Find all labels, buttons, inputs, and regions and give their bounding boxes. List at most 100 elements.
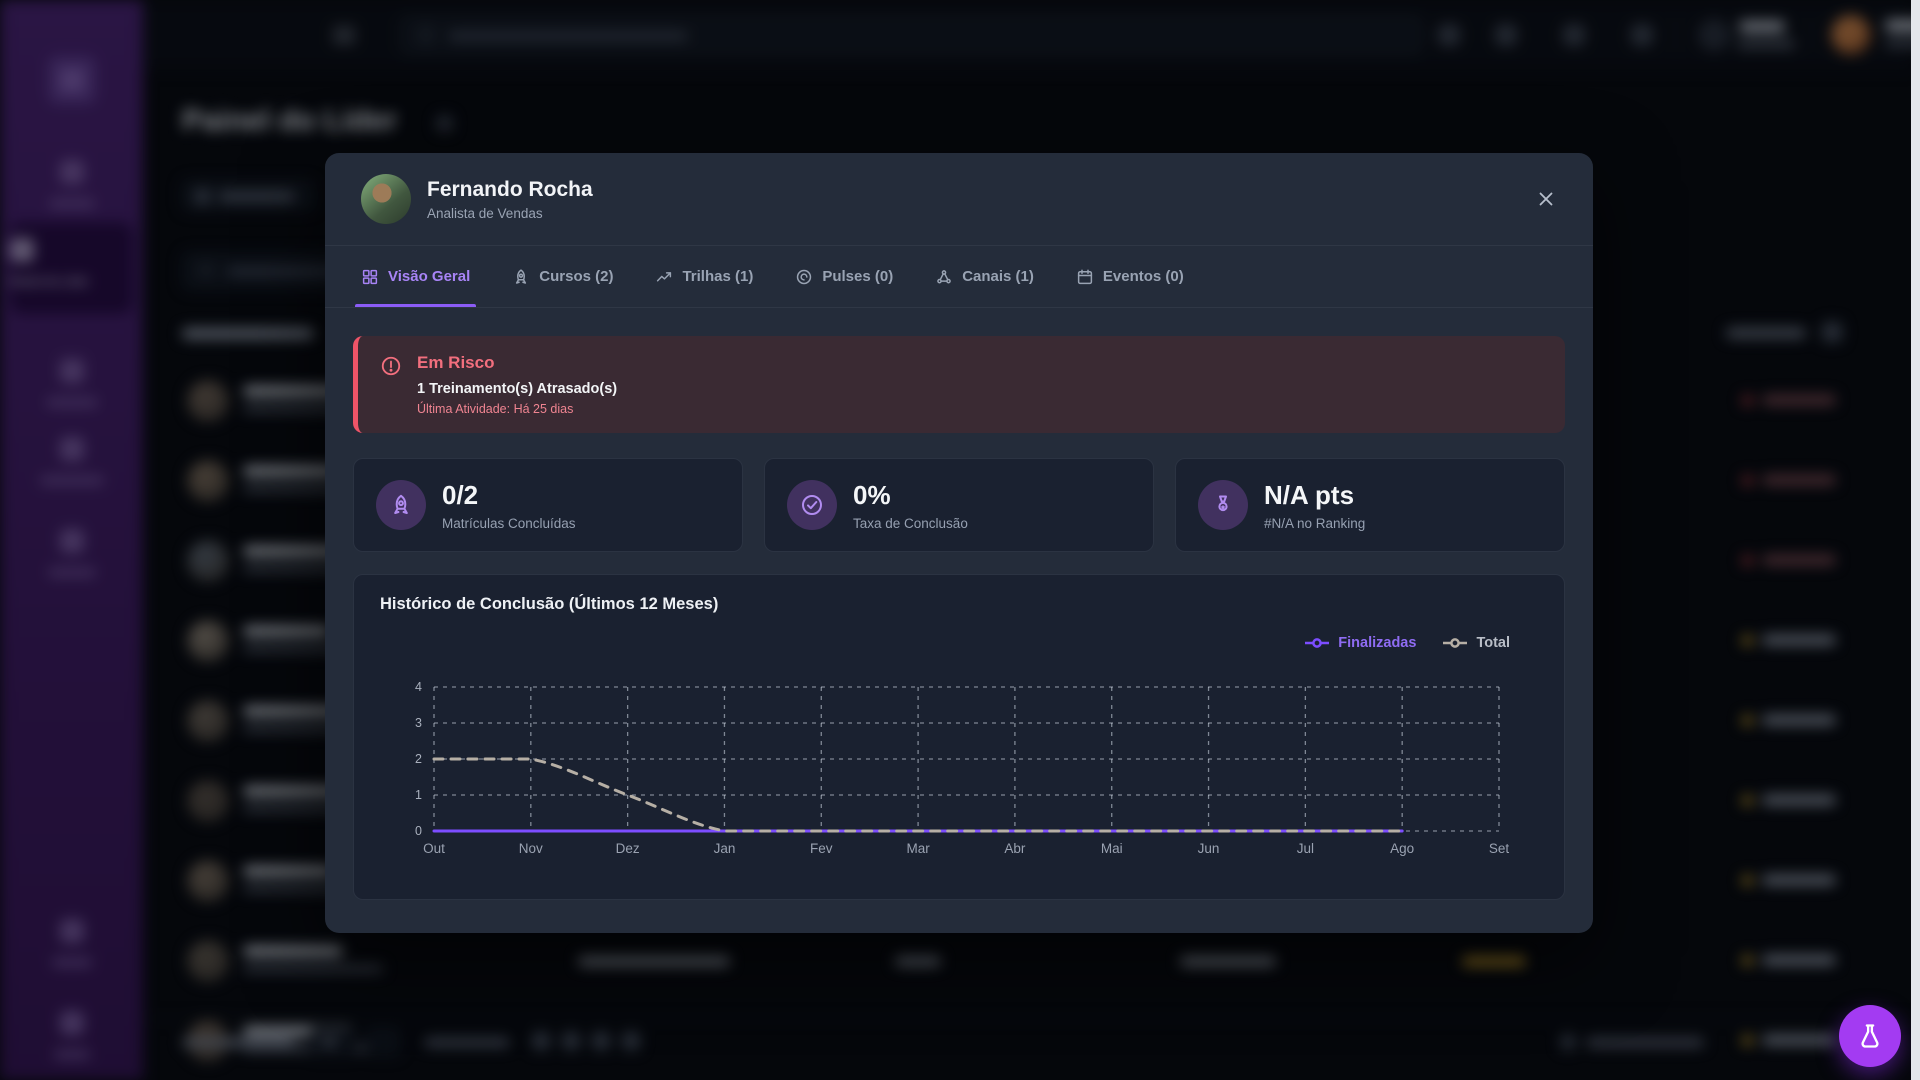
first-page-button[interactable]	[532, 1032, 550, 1050]
svg-text:Jun: Jun	[1198, 841, 1220, 856]
prev-page-button[interactable]	[562, 1032, 580, 1050]
app-logo[interactable]	[48, 56, 96, 104]
svg-text:Abr: Abr	[1004, 841, 1026, 856]
credits-value-blob	[1739, 21, 1785, 32]
alert-circle-icon	[380, 355, 402, 416]
collaborator-name: Fernando Rocha	[427, 177, 593, 201]
stat-label: Matrículas Concluídas	[442, 515, 576, 531]
tab-0[interactable]: Visão Geral	[354, 246, 477, 307]
labs-fab-button[interactable]	[1839, 1005, 1901, 1067]
sidebar-item-4[interactable]	[0, 919, 143, 967]
topbar-icon-4[interactable]	[1631, 24, 1653, 46]
sidebar-item-painel-do-lider[interactable]: Painel do Líder	[10, 222, 133, 314]
topbar	[143, 0, 1920, 70]
topbar-icon-1[interactable]	[1438, 24, 1460, 46]
tab-label: Eventos (0)	[1102, 268, 1184, 285]
status-dot	[1742, 555, 1753, 566]
stat-label: Taxa de Conclusão	[853, 515, 968, 531]
last-page-button[interactable]	[622, 1032, 640, 1050]
row-avatar	[187, 380, 229, 422]
collaborator-avatar	[361, 174, 411, 224]
page-range-blob	[424, 1038, 510, 1047]
svg-text:2: 2	[415, 752, 422, 766]
svg-text:0: 0	[415, 824, 422, 838]
svg-text:Jul: Jul	[1297, 841, 1314, 856]
sidebar-item-label: Painel do Líder	[10, 276, 89, 288]
close-icon[interactable]	[1535, 188, 1557, 210]
view-toggle-button[interactable]	[182, 180, 314, 211]
menu-icon[interactable]	[333, 27, 355, 43]
modal-body: Em Risco 1 Treinamento(s) Atrasado(s) Úl…	[325, 308, 1593, 928]
chart-legend: Finalizadas Total	[1304, 635, 1510, 651]
sidebar-item-1[interactable]	[0, 359, 143, 407]
stat-value: 0%	[853, 479, 891, 510]
user-role-blob	[1885, 39, 1920, 47]
calendar-icon	[1076, 268, 1094, 286]
tab-5[interactable]: Eventos (0)	[1076, 246, 1184, 307]
topbar-icon-2[interactable]	[1495, 24, 1517, 46]
row-name-blob	[243, 466, 339, 476]
info-icon[interactable]	[436, 115, 453, 132]
page-title: Painel do Líder	[182, 104, 398, 137]
tab-label: Visão Geral	[388, 268, 471, 285]
leader-panel-icon	[10, 238, 34, 262]
tab-label: Canais (1)	[962, 268, 1034, 285]
tab-label: Pulses (0)	[822, 268, 894, 285]
sidebar-item-0[interactable]	[0, 160, 143, 208]
page-size-select[interactable]	[310, 1028, 356, 1056]
row-status-blob	[1762, 635, 1836, 645]
row-name-blob	[243, 546, 363, 556]
row-status-blob	[1762, 475, 1836, 485]
tab-1[interactable]: Cursos (2)	[512, 246, 613, 307]
rocket-icon	[376, 480, 426, 530]
page-number-box[interactable]	[366, 1028, 400, 1056]
page-scrollbar[interactable]	[1911, 0, 1920, 1080]
status-dot	[1742, 395, 1753, 406]
column-header-colaborador-blob[interactable]	[182, 328, 314, 339]
svg-text:Nov: Nov	[519, 841, 543, 856]
status-dot	[1742, 475, 1753, 486]
status-dot	[1742, 875, 1753, 886]
row-name-blob	[243, 706, 347, 716]
row-status-blob	[1762, 875, 1836, 885]
svg-text:Set: Set	[1489, 841, 1510, 856]
grid-icon	[361, 268, 379, 286]
stat-card-ranking: N/A pts #N/A no Ranking	[1175, 458, 1565, 552]
svg-text:Mai: Mai	[1101, 841, 1123, 856]
risk-subtitle: 1 Treinamento(s) Atrasado(s)	[417, 381, 618, 397]
row-avatar	[187, 620, 229, 662]
sidebar-item-2[interactable]	[0, 437, 143, 485]
collaborator-detail-modal: Fernando Rocha Analista de Vendas Visão …	[325, 153, 1593, 933]
row-subtitle-blob	[243, 805, 383, 812]
collaborator-role: Analista de Vendas	[427, 205, 543, 221]
history-chart-card: Histórico de Conclusão (Últimos 12 Meses…	[353, 574, 1565, 900]
help-icon[interactable]	[1560, 1034, 1576, 1050]
credits-badge-icon	[1699, 20, 1729, 50]
legend-item-0[interactable]: Finalizadas	[1304, 635, 1416, 651]
row-status-blob	[1762, 795, 1836, 805]
status-dot	[1742, 635, 1753, 646]
risk-alert: Em Risco 1 Treinamento(s) Atrasado(s) Úl…	[353, 336, 1565, 433]
svg-text:Fev: Fev	[810, 841, 833, 856]
row-subtitle-blob	[243, 725, 383, 732]
tab-3[interactable]: Pulses (0)	[795, 246, 893, 307]
row-subtitle-blob	[243, 645, 383, 652]
legend-item-1[interactable]: Total	[1442, 635, 1510, 651]
tab-2[interactable]: Trilhas (1)	[655, 246, 753, 307]
items-per-page-label-blob	[182, 1038, 294, 1047]
svg-text:Dez: Dez	[616, 841, 640, 856]
sidebar-item-3[interactable]	[0, 529, 143, 577]
filter-icon[interactable]	[1822, 322, 1842, 342]
search-placeholder-blob	[448, 31, 688, 41]
row-subtitle-blob	[243, 485, 383, 492]
row-name-blob	[243, 866, 335, 876]
row-name-blob	[243, 1026, 353, 1036]
next-page-button[interactable]	[592, 1032, 610, 1050]
legend-marker-icon	[1305, 638, 1330, 648]
topbar-icon-3[interactable]	[1563, 24, 1585, 46]
user-avatar[interactable]	[1831, 15, 1871, 55]
tab-4[interactable]: Canais (1)	[935, 246, 1034, 307]
stat-label: #N/A no Ranking	[1264, 515, 1366, 531]
global-search-input[interactable]	[399, 15, 1423, 55]
sidebar-item-5[interactable]	[0, 1011, 143, 1059]
